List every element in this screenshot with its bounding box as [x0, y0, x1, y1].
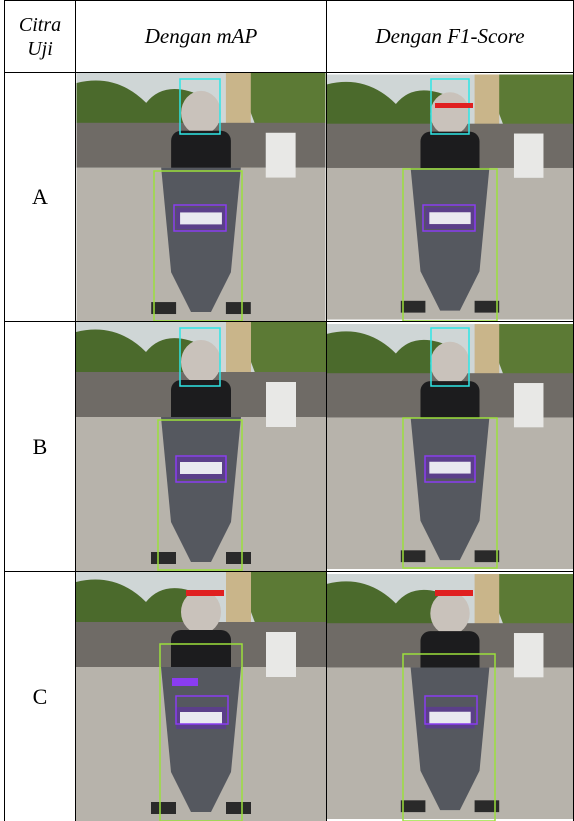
photo — [76, 73, 326, 321]
row-label-cell: C — [4, 571, 76, 821]
photo — [327, 572, 573, 821]
row-label-cell: A — [4, 72, 76, 322]
photo — [327, 322, 573, 571]
header-cell: Dengan F1-Score — [326, 0, 574, 73]
header-cell: Dengan mAP — [75, 0, 327, 73]
header-cell: Citra Uji — [4, 0, 76, 73]
header-text: Dengan mAP — [145, 24, 258, 49]
page: Citra Uji Dengan mAP Dengan F1-Score A B… — [0, 0, 574, 821]
photo — [76, 322, 326, 571]
row-label: B — [33, 434, 48, 460]
row-label: C — [33, 684, 48, 710]
row-label: A — [32, 184, 48, 210]
row-label-cell: B — [4, 321, 76, 572]
header-text: Uji — [27, 37, 53, 61]
header-text: Dengan F1-Score — [375, 24, 524, 49]
photo — [76, 572, 326, 821]
header-text: Citra — [19, 13, 61, 37]
photo — [327, 73, 573, 321]
